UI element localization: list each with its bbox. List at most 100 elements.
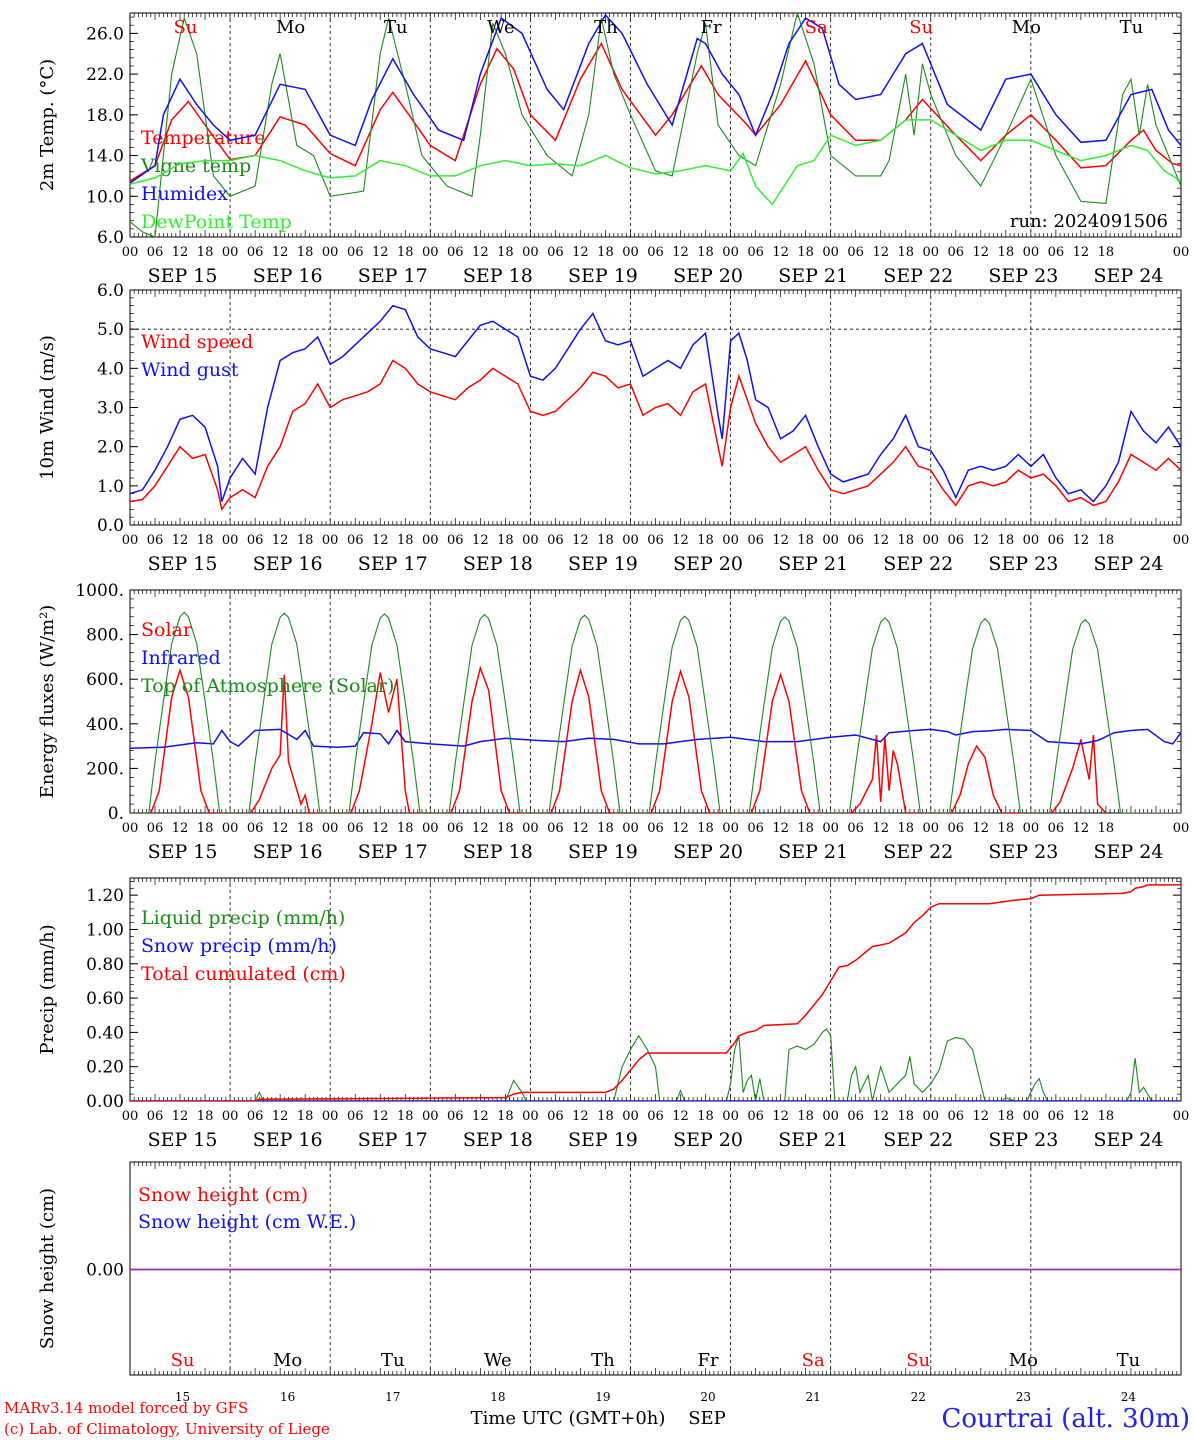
x-tick-label: 06 [147, 821, 164, 836]
x-tick-label: 00 [822, 1109, 839, 1124]
day-number: 22 [911, 1390, 926, 1404]
x-tick-label: 06 [347, 821, 364, 836]
legend-entry: Temperature [141, 127, 265, 149]
x-tick-label: 00 [422, 533, 439, 548]
x-tick-label: 06 [847, 1109, 864, 1124]
x-tick-label: 12 [1073, 1109, 1090, 1124]
y-tick-label: 0.60 [86, 989, 124, 1009]
x-tick-label: 12 [572, 245, 589, 260]
x-tick-label: 06 [747, 533, 764, 548]
y-tick-label: 0.00 [86, 1261, 124, 1281]
x-tick-label: 00 [622, 245, 639, 260]
x-tick-label: 00 [422, 1109, 439, 1124]
x-tick-label: 12 [872, 821, 889, 836]
x-tick-label: 12 [472, 821, 489, 836]
x-tick-label: 18 [497, 533, 514, 548]
x-tick-label: 12 [172, 1109, 189, 1124]
y-tick-label: 1000. [75, 581, 124, 601]
date-label: SEP 16 [253, 265, 323, 287]
x-tick-label: 12 [372, 245, 389, 260]
y-tick-label: 10.0 [86, 187, 124, 207]
copyright-credit: (c) Lab. of Climatology, University of L… [4, 1420, 330, 1438]
x-tick-label: 12 [272, 1109, 289, 1124]
y-axis-label: 2m Temp. (°C) [37, 59, 58, 191]
x-tick-label: 00 [422, 821, 439, 836]
x-tick-label: 18 [297, 533, 314, 548]
x-tick-label: 00 [722, 821, 739, 836]
date-label: SEP 24 [1094, 1129, 1164, 1151]
x-tick-label: 06 [948, 1109, 965, 1124]
x-tick-label: 06 [1048, 245, 1065, 260]
x-tick-label: 00 [522, 533, 539, 548]
x-tick-label: 06 [847, 533, 864, 548]
x-tick-label: 00 [322, 1109, 339, 1124]
x-tick-label: 06 [347, 245, 364, 260]
x-tick-label: 06 [847, 245, 864, 260]
x-tick-label: 18 [697, 245, 714, 260]
y-tick-label: 26.0 [86, 24, 124, 44]
legend-entry: Solar [141, 619, 193, 641]
x-tick-label: 00 [122, 533, 139, 548]
legend-entry: Top of Atmosphere (Solar) [141, 675, 394, 697]
x-tick-label: 12 [472, 245, 489, 260]
legend-entry: Humidex [141, 183, 228, 205]
plot-frame [129, 589, 1182, 814]
x-tick-label: 12 [672, 245, 689, 260]
x-tick-label: 06 [647, 821, 664, 836]
date-label: SEP 17 [358, 553, 428, 575]
y-tick-label: 0.40 [86, 1023, 124, 1043]
x-tick-label: 12 [872, 533, 889, 548]
x-tick-label: 06 [447, 245, 464, 260]
y-tick-label: 2.0 [97, 438, 124, 458]
x-tick-label: 12 [672, 821, 689, 836]
run-annotation: run: 2024091506 [1010, 211, 1168, 232]
day-name: Sa [802, 1350, 825, 1371]
date-label: SEP 18 [463, 841, 533, 863]
date-label: SEP 15 [148, 265, 218, 287]
x-tick-label: 12 [973, 1109, 990, 1124]
date-label: SEP 22 [883, 841, 953, 863]
x-tick-label: 06 [147, 533, 164, 548]
panel-snow: 0.00 Snow height (cm) Snow height (cm) Snow… [37, 1161, 1182, 1404]
y-axis-label: Energy fluxes (W/m²) [37, 605, 58, 799]
y-tick-label: 1.0 [97, 477, 124, 497]
day-name: Su [909, 17, 933, 38]
series-line-wind-speed [130, 359, 1181, 512]
x-axis-title: Time UTC (GMT+0h) [471, 1408, 666, 1429]
x-tick-label: 06 [447, 1109, 464, 1124]
y-tick-label: 600. [86, 670, 124, 690]
series-line-infrared [130, 728, 1181, 750]
x-tick-label: 00 [722, 1109, 739, 1124]
series-line-humidex [130, 13, 1181, 184]
y-tick-label: 800. [86, 626, 124, 646]
legend-entry: Wind gust [141, 359, 239, 381]
day-name: Su [171, 1350, 195, 1371]
day-name: Tu [1117, 1350, 1141, 1371]
x-tick-label: 00 [222, 533, 239, 548]
day-number: 16 [280, 1390, 295, 1404]
x-tick-label: 00 [222, 245, 239, 260]
x-tick-label: 06 [447, 821, 464, 836]
x-tick-label: 12 [772, 821, 789, 836]
x-tick-label: 18 [197, 245, 214, 260]
series-line-top-of-atmosphere-solar- [130, 611, 1181, 813]
x-tick-label: 12 [973, 533, 990, 548]
x-tick-label: 18 [998, 533, 1015, 548]
x-tick-label: 00 [122, 821, 139, 836]
y-tick-label: 1.20 [86, 886, 124, 906]
date-label: SEP 15 [148, 553, 218, 575]
x-tick-label: 18 [998, 821, 1015, 836]
date-label: SEP 19 [568, 841, 638, 863]
x-tick-label: 06 [547, 821, 564, 836]
date-label: SEP 21 [778, 265, 848, 287]
x-tick-label: 06 [747, 821, 764, 836]
x-tick-label: 18 [597, 1109, 614, 1124]
x-tick-label: 18 [397, 245, 414, 260]
day-number: 19 [595, 1390, 610, 1404]
y-tick-label: 3.0 [97, 399, 124, 419]
legend-entry: Infrared [141, 647, 221, 669]
date-label: SEP 17 [358, 1129, 428, 1151]
x-tick-label: 12 [172, 821, 189, 836]
x-tick-label: 06 [147, 245, 164, 260]
date-label: SEP 21 [778, 841, 848, 863]
